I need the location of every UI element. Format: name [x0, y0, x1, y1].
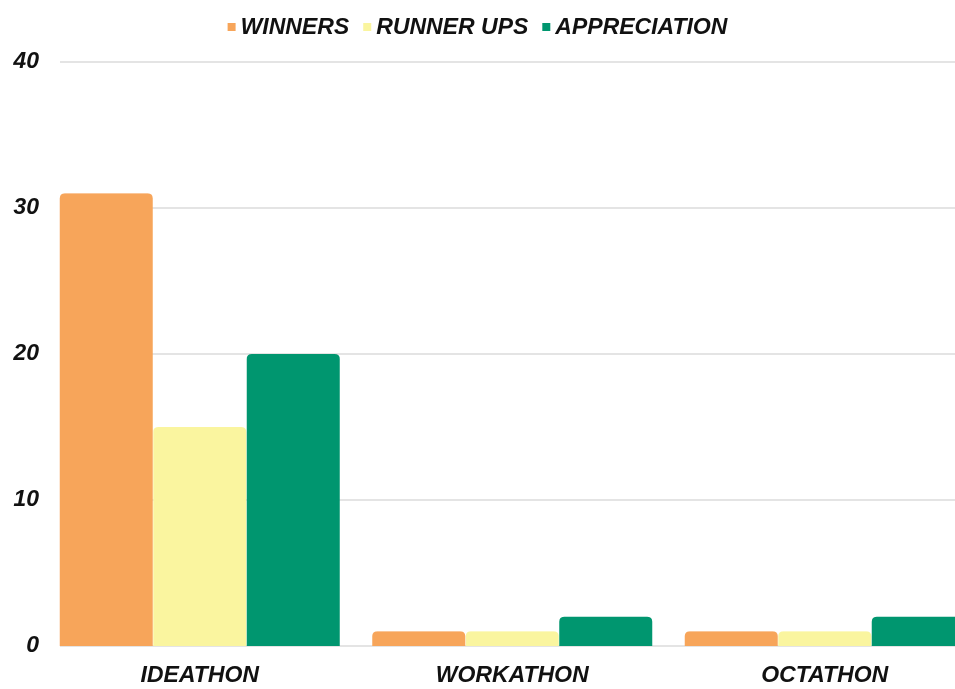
x-tick-label: OCTATHON — [761, 661, 888, 687]
legend-label: RUNNER UPS — [376, 13, 529, 39]
x-tick-label: WORKATHON — [436, 661, 589, 687]
y-tick-label: 10 — [13, 485, 39, 511]
bar — [59, 193, 153, 646]
bar — [246, 354, 340, 646]
y-tick-label: 0 — [26, 631, 39, 657]
legend-label: APPRECIATION — [554, 13, 727, 39]
bar — [778, 631, 872, 646]
legend-swatch — [363, 23, 372, 31]
bar — [465, 631, 559, 646]
bar — [153, 427, 247, 646]
y-tick-label: 40 — [12, 47, 39, 73]
legend-label: WINNERS — [241, 13, 350, 39]
y-tick-label: 20 — [12, 339, 39, 365]
bar — [871, 616, 955, 646]
bar — [684, 631, 778, 646]
x-tick-label: IDEATHON — [141, 661, 260, 687]
bar — [559, 616, 653, 646]
legend-swatch — [542, 23, 551, 31]
y-tick-label: 30 — [13, 193, 39, 219]
bar — [372, 631, 466, 646]
legend-swatch — [227, 23, 236, 31]
